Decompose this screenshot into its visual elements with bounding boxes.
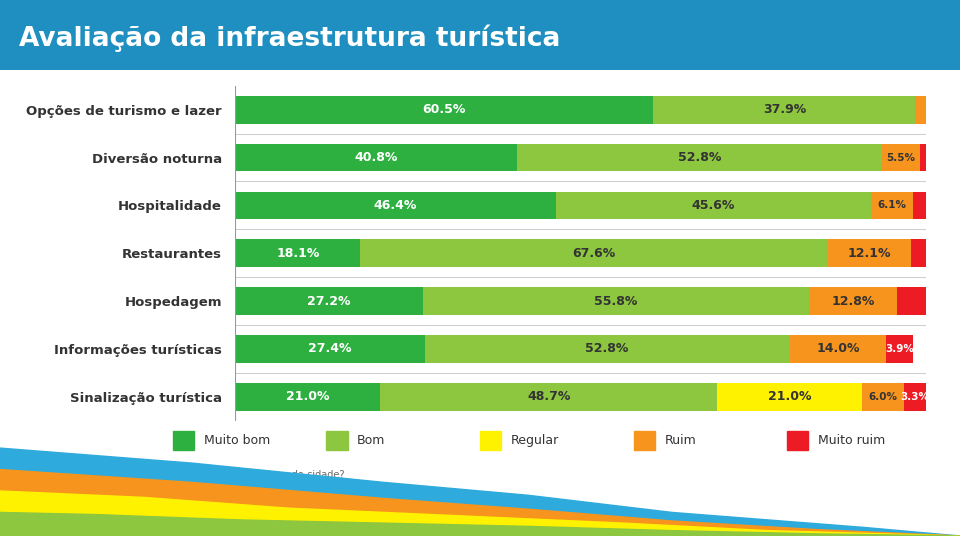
Bar [235,240,360,267]
Text: 40.8%: 40.8% [354,151,397,164]
Bar [915,96,926,124]
Text: 3.3%: 3.3% [900,392,929,402]
Polygon shape [0,470,960,536]
Polygon shape [0,491,960,536]
Text: 18.1%: 18.1% [276,247,320,260]
Bar [235,191,556,219]
FancyBboxPatch shape [634,431,655,450]
FancyBboxPatch shape [326,431,348,450]
Bar [556,191,871,219]
Bar [871,191,913,219]
Text: 12.1%: 12.1% [848,247,891,260]
FancyBboxPatch shape [173,431,194,450]
Bar [423,287,809,315]
Text: Regular: Regular [511,434,559,447]
FancyBboxPatch shape [480,431,501,450]
Bar [828,240,911,267]
Polygon shape [0,512,960,536]
Bar [886,335,913,363]
Text: 6.1%: 6.1% [877,200,906,211]
Bar [380,383,717,411]
Text: Avaliação da infraestrutura turística: Avaliação da infraestrutura turística [19,25,561,52]
Text: Muito bom: Muito bom [204,434,270,447]
Bar [882,144,921,172]
Bar [903,383,926,411]
Bar [913,191,926,219]
Bar [809,287,898,315]
Text: 52.8%: 52.8% [586,343,629,355]
Bar [911,240,926,267]
Text: 3.9%: 3.9% [885,344,914,354]
Text: 67.6%: 67.6% [572,247,615,260]
Text: 46.4%: 46.4% [373,199,418,212]
Bar [360,240,828,267]
Text: 48.7%: 48.7% [527,390,570,403]
Bar [424,335,789,363]
Bar [654,96,915,124]
Bar [235,144,517,172]
Text: 45.6%: 45.6% [692,199,735,212]
Text: Ruim: Ruim [664,434,696,447]
Text: 52.8%: 52.8% [678,151,721,164]
FancyBboxPatch shape [0,0,960,70]
Text: 27.4%: 27.4% [308,343,351,355]
Text: Obs: Frequência menores que 3,0% estão suprimidas, para facilitar a leitura do g: Obs: Frequência menores que 3,0% estão s… [19,488,446,498]
Bar [789,335,886,363]
Text: 14.0%: 14.0% [816,343,859,355]
Text: Bom: Bom [357,434,386,447]
Text: 27.2%: 27.2% [307,295,351,308]
Bar [235,96,654,124]
Bar [717,383,862,411]
Text: 21.0%: 21.0% [286,390,329,403]
Bar [235,383,380,411]
Text: 55.8%: 55.8% [594,295,637,308]
Text: 5.5%: 5.5% [887,153,916,162]
Bar [235,287,423,315]
Text: 37.9%: 37.9% [763,103,806,116]
Text: Muito ruim: Muito ruim [818,434,885,447]
Text: 12.8%: 12.8% [831,295,875,308]
Bar [235,335,424,363]
Bar [517,144,882,172]
FancyBboxPatch shape [787,431,808,450]
Bar [862,383,903,411]
Polygon shape [0,448,960,536]
Bar [921,144,926,172]
Text: 60.5%: 60.5% [422,103,466,116]
Bar [898,287,926,315]
Text: Pergunta: Agora como o(a) sr(a) avalia a infraestrutura da cidade?: Pergunta: Agora como o(a) sr(a) avalia a… [19,470,345,480]
Text: 6.0%: 6.0% [869,392,898,402]
Text: 21.0%: 21.0% [768,390,811,403]
